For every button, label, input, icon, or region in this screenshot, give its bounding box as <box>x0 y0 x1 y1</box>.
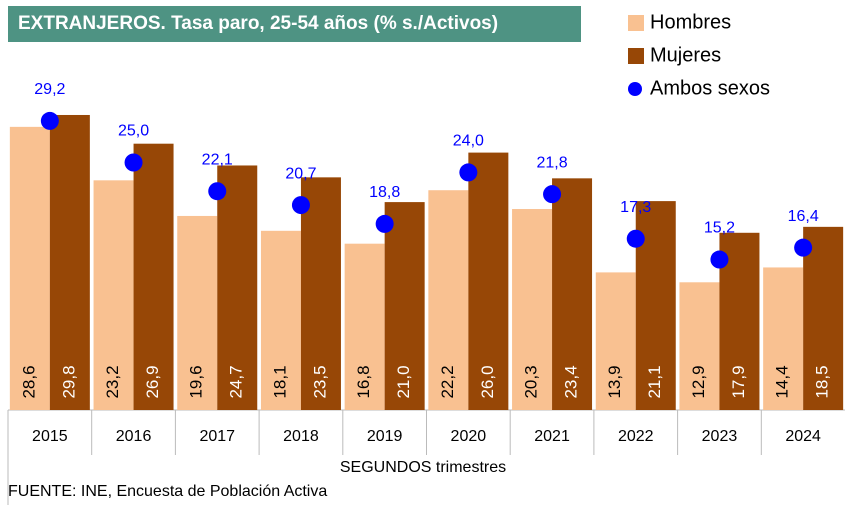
bar <box>9 126 50 411</box>
bar-label: 12,9 <box>689 365 708 398</box>
legend-label: Mujeres <box>650 44 721 66</box>
bar-label: 23,2 <box>103 365 122 398</box>
x-tick-label: 2016 <box>116 428 152 445</box>
bar <box>93 180 134 410</box>
x-axis-label: SEGUNDOS trimestres <box>340 459 506 476</box>
x-tick-label: 2022 <box>618 428 654 445</box>
bar-label: 29,8 <box>59 365 78 398</box>
bar <box>384 202 425 410</box>
dot <box>375 214 394 233</box>
bar <box>49 114 90 410</box>
dot-label: 17,3 <box>620 199 651 216</box>
dot <box>124 153 143 172</box>
dot-label: 18,8 <box>369 184 400 201</box>
bar-label: 23,5 <box>310 365 329 398</box>
bar <box>552 178 593 410</box>
dot <box>710 250 729 269</box>
bar-label: 16,8 <box>354 365 373 398</box>
dot-label: 24,0 <box>453 133 484 150</box>
bar <box>300 177 341 410</box>
bar-label: 13,9 <box>605 365 624 398</box>
bar-label: 24,7 <box>227 365 246 398</box>
bar-label: 17,9 <box>729 365 748 398</box>
bar-label: 18,1 <box>270 365 289 398</box>
source: FUENTE: INE, Encuesta de Población Activ… <box>8 483 327 500</box>
bar-label: 21,1 <box>645 365 664 398</box>
bar-label: 18,5 <box>813 365 832 398</box>
x-tick-label: 2020 <box>451 428 487 445</box>
x-tick-label: 2017 <box>199 428 235 445</box>
dot-label: 16,4 <box>788 208 819 225</box>
bar-label: 26,0 <box>478 365 497 398</box>
dot <box>291 196 310 215</box>
dot-label: 20,7 <box>285 165 316 182</box>
x-tick-label: 2019 <box>367 428 403 445</box>
legend-marker <box>628 15 644 31</box>
bar <box>133 143 174 410</box>
bar-label: 20,3 <box>522 365 541 398</box>
dot-label: 21,8 <box>536 154 567 171</box>
chart-title: EXTRANJEROS. Tasa paro, 25-54 años (% s.… <box>18 13 498 34</box>
dot <box>794 238 813 257</box>
bar <box>217 165 258 410</box>
x-tick-label: 2023 <box>702 428 738 445</box>
x-tick-label: 2015 <box>32 428 68 445</box>
title-box <box>8 6 581 42</box>
bar <box>763 267 804 410</box>
bar <box>679 282 720 410</box>
legend-label: Ambos sexos <box>650 77 770 99</box>
x-tick-label: 2021 <box>534 428 570 445</box>
bar-label: 26,9 <box>143 365 162 398</box>
dot-label: 22,1 <box>202 151 233 168</box>
bar-label: 22,2 <box>438 365 457 398</box>
dot-label: 29,2 <box>34 81 65 98</box>
dot <box>208 182 227 201</box>
bar-label: 14,4 <box>773 365 792 398</box>
dot <box>543 185 562 204</box>
x-tick-label: 2018 <box>283 428 319 445</box>
legend-marker <box>628 48 644 64</box>
bar <box>428 190 469 410</box>
bar <box>595 272 636 410</box>
legend-label: Hombres <box>650 11 731 33</box>
legend-marker <box>628 82 642 96</box>
bar <box>803 226 844 410</box>
bar <box>344 243 385 410</box>
dot <box>40 111 59 130</box>
dot <box>459 163 478 182</box>
bar-label: 23,4 <box>562 365 581 398</box>
dot <box>626 229 645 248</box>
bar-label: 19,6 <box>187 365 206 398</box>
bar <box>468 152 509 410</box>
bar <box>260 230 301 410</box>
bar-label: 28,6 <box>19 365 38 398</box>
bar <box>512 209 553 410</box>
bar <box>177 215 218 410</box>
bar-label: 21,0 <box>394 365 413 398</box>
x-tick-label: 2024 <box>785 428 821 445</box>
dot-label: 25,0 <box>118 123 149 140</box>
dot-label: 15,2 <box>704 220 735 237</box>
